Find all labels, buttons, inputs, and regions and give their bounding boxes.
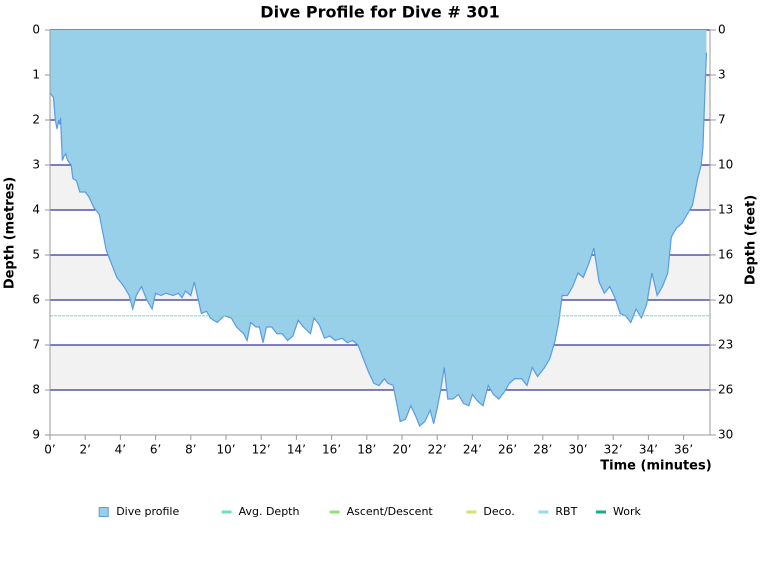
x-tick-label: 10’ <box>216 443 235 457</box>
legend-swatch <box>98 507 109 517</box>
y2-tick-label: 16 <box>718 247 733 261</box>
legend-label: Dive profile <box>116 505 179 518</box>
x-tick-label: 20’ <box>392 443 411 457</box>
x-tick-label: 12’ <box>252 443 271 457</box>
x-tick-label: 2’ <box>79 443 90 457</box>
legend-label: RBT <box>555 505 577 518</box>
y2-axis-label: Depth (feet) <box>744 195 759 285</box>
y2-tick-label: 10 <box>718 157 733 171</box>
x-tick-label: 28’ <box>533 443 552 457</box>
y-tick-label: 8 <box>32 383 40 397</box>
x-tick-label: 32’ <box>604 443 623 457</box>
x-tick-label: 0’ <box>44 443 55 457</box>
x-tick-label: 16’ <box>322 443 341 457</box>
y2-tick-label: 23 <box>718 338 733 352</box>
y2-tick-label: 30 <box>718 428 733 442</box>
legend-label: Work <box>613 505 641 518</box>
y-tick-label: 3 <box>32 158 40 172</box>
profile-area <box>50 30 707 426</box>
x-tick-label: 24’ <box>463 443 482 457</box>
x-tick-label: 30’ <box>568 443 587 457</box>
y-tick-label: 0 <box>32 23 40 37</box>
x-tick-label: 26’ <box>498 443 517 457</box>
y2-tick-label: 0 <box>718 23 726 37</box>
x-tick-label: 8’ <box>185 443 196 457</box>
x-tick-label: 22’ <box>428 443 447 457</box>
y-tick-label: 5 <box>32 248 40 262</box>
y-tick-label: 9 <box>32 428 40 442</box>
y-tick-label: 2 <box>32 113 40 127</box>
y2-tick-label: 26 <box>718 383 733 397</box>
x-tick-label: 36’ <box>674 443 693 457</box>
x-tick-label: 6’ <box>150 443 161 457</box>
y2-tick-label: 20 <box>718 293 733 307</box>
x-tick-label: 34’ <box>639 443 658 457</box>
x-tick-label: 14’ <box>287 443 306 457</box>
x-axis-label: Time (minutes) <box>600 459 711 474</box>
y-tick-label: 4 <box>32 203 40 217</box>
legend-label: Deco. <box>483 505 514 518</box>
y-tick-label: 6 <box>32 293 40 307</box>
y2-tick-label: 3 <box>718 67 726 81</box>
x-tick-label: 18’ <box>357 443 376 457</box>
profile-line <box>49 52 708 428</box>
y2-tick-label: 13 <box>718 202 733 216</box>
y-axis-label: Depth (metres) <box>3 177 18 289</box>
legend-label: Ascent/Descent <box>347 505 434 518</box>
chart-title: Dive Profile for Dive # 301 <box>260 3 499 22</box>
x-tick-label: 4’ <box>115 443 126 457</box>
y-tick-label: 7 <box>32 338 40 352</box>
y-tick-label: 1 <box>32 68 40 82</box>
legend-label: Avg. Depth <box>239 505 300 518</box>
y2-tick-label: 7 <box>718 112 726 126</box>
